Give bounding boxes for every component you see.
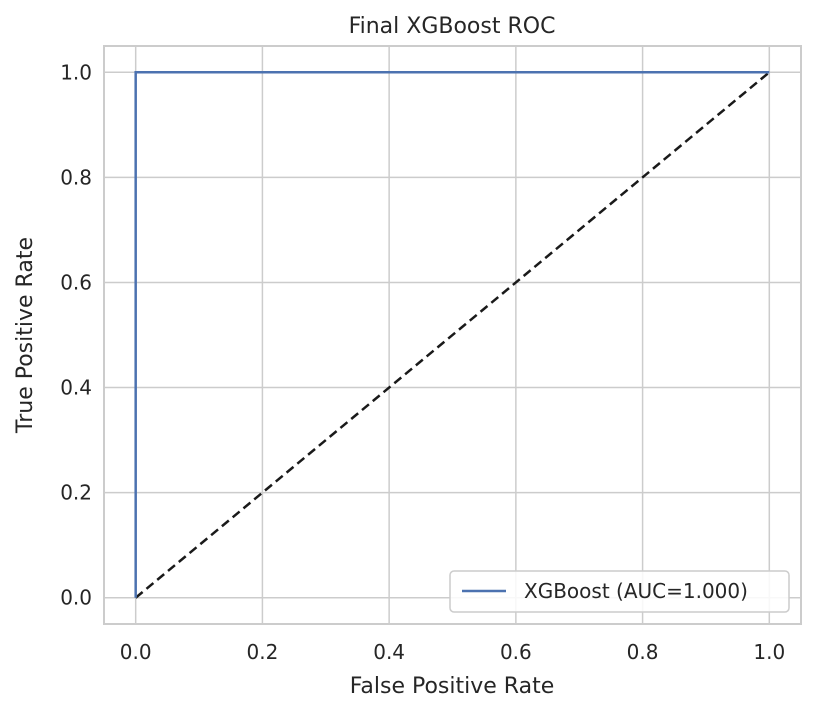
legend-label-xgboost: XGBoost (AUC=1.000): [524, 579, 748, 603]
y-axis-label: True Positive Rate: [13, 237, 38, 434]
chance-diagonal-line: [134, 71, 771, 599]
reference-line-layer: [134, 71, 771, 599]
x-tick-label: 1.0: [753, 640, 785, 664]
x-tick-label: 0.6: [500, 640, 532, 664]
x-axis-label: False Positive Rate: [350, 674, 554, 699]
y-tick-label: 0.6: [60, 270, 92, 294]
x-tick-label: 0.8: [627, 640, 659, 664]
y-tick-label: 1.0: [60, 60, 92, 84]
x-tick-label: 0.2: [247, 640, 279, 664]
x-tick-label: 0.0: [120, 640, 152, 664]
y-tick-label: 0.2: [60, 481, 92, 505]
plot-frame: [103, 45, 802, 625]
legend-box: [449, 570, 790, 613]
grid-lines: [104, 46, 801, 624]
y-tick-labels: 0.0 0.2 0.4 0.6 0.8 1.0: [60, 60, 92, 609]
series-layer: [134, 71, 770, 598]
x-tick-labels: 0.0 0.2 0.4 0.6 0.8 1.0: [120, 640, 785, 664]
x-tick-label: 0.4: [373, 640, 405, 664]
y-tick-label: 0.8: [60, 165, 92, 189]
y-tick-label: 0.0: [60, 586, 92, 610]
roc-curve-line-0: [134, 71, 770, 598]
chart-title: Final XGBoost ROC: [349, 14, 556, 39]
legend: XGBoost (AUC=1.000): [449, 570, 790, 613]
y-tick-label: 0.4: [60, 376, 92, 400]
